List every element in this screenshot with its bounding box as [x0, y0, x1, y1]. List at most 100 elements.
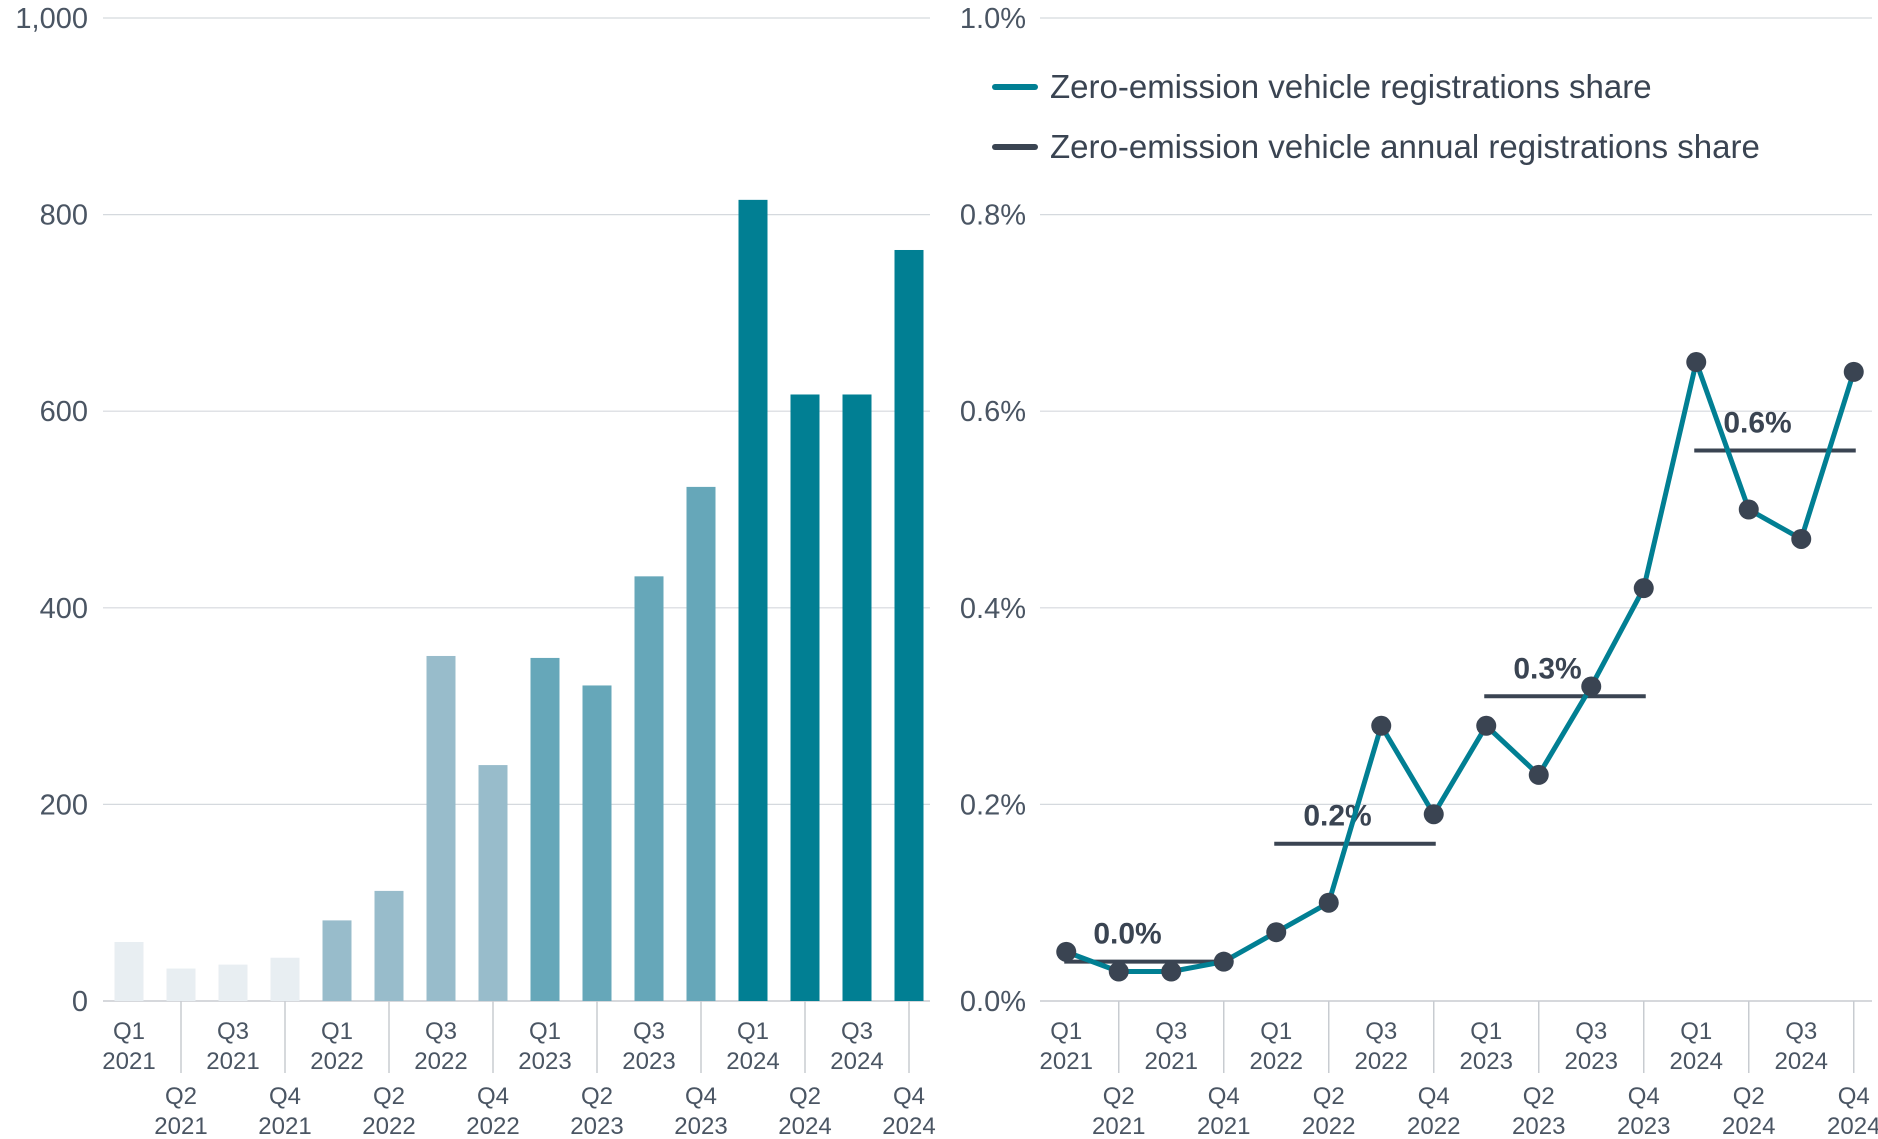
x-tick-quarter-label: Q1	[1680, 1018, 1712, 1045]
y-tick-label: 200	[40, 789, 88, 821]
bar	[686, 486, 716, 1001]
x-tick-year-label: 2022	[1355, 1048, 1408, 1075]
x-tick-quarter-label: Q2	[1313, 1083, 1345, 1110]
annual-share-label: 0.6%	[1723, 407, 1791, 440]
x-tick-year-label: 2021	[258, 1113, 311, 1139]
x-tick-year-label: 2021	[102, 1048, 155, 1075]
bar	[634, 576, 664, 1001]
x-tick-year-label: 2021	[1092, 1113, 1145, 1139]
x-tick-year-label: 2023	[622, 1048, 675, 1075]
bar	[842, 394, 872, 1001]
x-tick-quarter-label: Q4	[685, 1083, 717, 1110]
data-point	[1791, 528, 1812, 549]
x-tick-quarter-label: Q1	[113, 1018, 145, 1045]
x-tick-quarter-label: Q1	[321, 1018, 353, 1045]
bar	[426, 655, 456, 1001]
x-tick-year-label: 2023	[570, 1113, 623, 1139]
data-point	[1266, 922, 1287, 943]
legend: Zero-emission vehicle registrations shar…	[992, 68, 1760, 165]
x-tick-year-label: 2021	[154, 1113, 207, 1139]
data-point	[1738, 499, 1759, 520]
legend-label: Zero-emission vehicle registrations shar…	[1050, 68, 1652, 105]
bar	[582, 685, 612, 1001]
data-point	[1476, 715, 1497, 736]
x-tick-year-label: 2024	[778, 1113, 831, 1139]
y-tick-label: 0.8%	[960, 200, 1026, 232]
data-point	[1686, 352, 1707, 373]
x-tick-quarter-label: Q4	[1628, 1083, 1660, 1110]
x-tick-year-label: 2024	[1775, 1048, 1828, 1075]
x-tick-year-label: 2024	[1670, 1048, 1723, 1075]
x-tick-quarter-label: Q2	[165, 1083, 197, 1110]
quarterly-share-line	[1065, 359, 1857, 975]
x-tick-quarter-label: Q1	[529, 1018, 561, 1045]
x-tick-quarter-label: Q4	[269, 1083, 301, 1110]
bar	[322, 920, 352, 1001]
data-point	[1056, 941, 1077, 962]
annual-share-label: 0.3%	[1513, 652, 1581, 685]
bar	[530, 657, 560, 1001]
x-tick-quarter-label: Q3	[1365, 1018, 1397, 1045]
x-tick-quarter-label: Q3	[425, 1018, 457, 1045]
x-tick-year-label: 2024	[1722, 1113, 1775, 1139]
x-tick-quarter-label: Q1	[737, 1018, 769, 1045]
data-point	[1528, 764, 1549, 785]
x-tick-year-label: 2021	[1145, 1048, 1198, 1075]
x-tick-quarter-label: Q2	[1523, 1083, 1555, 1110]
x-tick-year-label: 2022	[1302, 1113, 1355, 1139]
annual-share-label: 0.2%	[1303, 800, 1371, 833]
x-tick-quarter-label: Q3	[217, 1018, 249, 1045]
x-tick-quarter-label: Q4	[1208, 1083, 1240, 1110]
data-point	[1318, 892, 1339, 913]
quarterly-registrations-bar-chart: 0 200 400 600 800 1,000 Q1 2021 Q2 2021 Q3 2021 Q4 20…	[15, 3, 935, 1139]
x-tick-year-label: 2021	[1040, 1048, 1093, 1075]
x-tick-year-label: 2024	[1827, 1113, 1878, 1139]
data-point	[1581, 676, 1602, 697]
y-tick-label: 400	[40, 593, 88, 625]
x-tick-year-label: 2022	[1250, 1048, 1303, 1075]
bar	[374, 890, 404, 1001]
x-tick-quarter-label: Q1	[1050, 1018, 1082, 1045]
x-tick-quarter-label: Q4	[1418, 1083, 1450, 1110]
x-tick-quarter-label: Q2	[581, 1083, 613, 1110]
x-tick-year-label: 2021	[1197, 1113, 1250, 1139]
legend-label: Zero-emission vehicle annual registratio…	[1050, 128, 1760, 165]
x-tick-year-label: 2021	[206, 1048, 259, 1075]
bar	[166, 968, 196, 1001]
y-tick-label: 1,000	[15, 3, 88, 35]
y-tick-label: 1.0%	[960, 3, 1026, 35]
y-tick-label: 0.2%	[960, 789, 1026, 821]
x-tick-year-label: 2022	[1407, 1113, 1460, 1139]
bar	[894, 249, 924, 1001]
x-tick-year-label: 2022	[466, 1113, 519, 1139]
x-tick-quarter-label: Q4	[893, 1083, 925, 1110]
data-point	[1843, 361, 1864, 382]
y-tick-label: 0	[72, 986, 88, 1018]
bar	[478, 765, 508, 1001]
x-tick-quarter-label: Q2	[789, 1083, 821, 1110]
bar	[114, 942, 144, 1001]
x-tick-year-label: 2023	[674, 1113, 727, 1139]
x-tick-quarter-label: Q2	[1733, 1083, 1765, 1110]
x-tick-quarter-label: Q1	[1260, 1018, 1292, 1045]
x-tick-year-label: 2022	[362, 1113, 415, 1139]
x-tick-year-label: 2023	[1617, 1113, 1670, 1139]
x-tick-quarter-label: Q3	[633, 1018, 665, 1045]
bar	[218, 964, 248, 1001]
x-tick-year-label: 2024	[726, 1048, 779, 1075]
bar	[790, 394, 820, 1001]
data-point	[1423, 804, 1444, 825]
x-tick-year-label: 2023	[1460, 1048, 1513, 1075]
x-tick-year-label: 2022	[310, 1048, 363, 1075]
x-tick-quarter-label: Q3	[1575, 1018, 1607, 1045]
x-tick-year-label: 2023	[518, 1048, 571, 1075]
y-tick-label: 0.6%	[960, 396, 1026, 428]
data-point	[1108, 961, 1129, 982]
y-tick-label: 600	[40, 396, 88, 428]
x-tick-quarter-label: Q3	[1785, 1018, 1817, 1045]
x-tick-year-label: 2023	[1565, 1048, 1618, 1075]
x-tick-quarter-label: Q3	[841, 1018, 873, 1045]
annual-share-label: 0.0%	[1093, 918, 1161, 951]
registrations-share-line-chart: 0.0% 0.2% 0.4% 0.6% 0.8% 1.0% Q1 2021 Q2 2021 Q3 20…	[960, 3, 1878, 1139]
